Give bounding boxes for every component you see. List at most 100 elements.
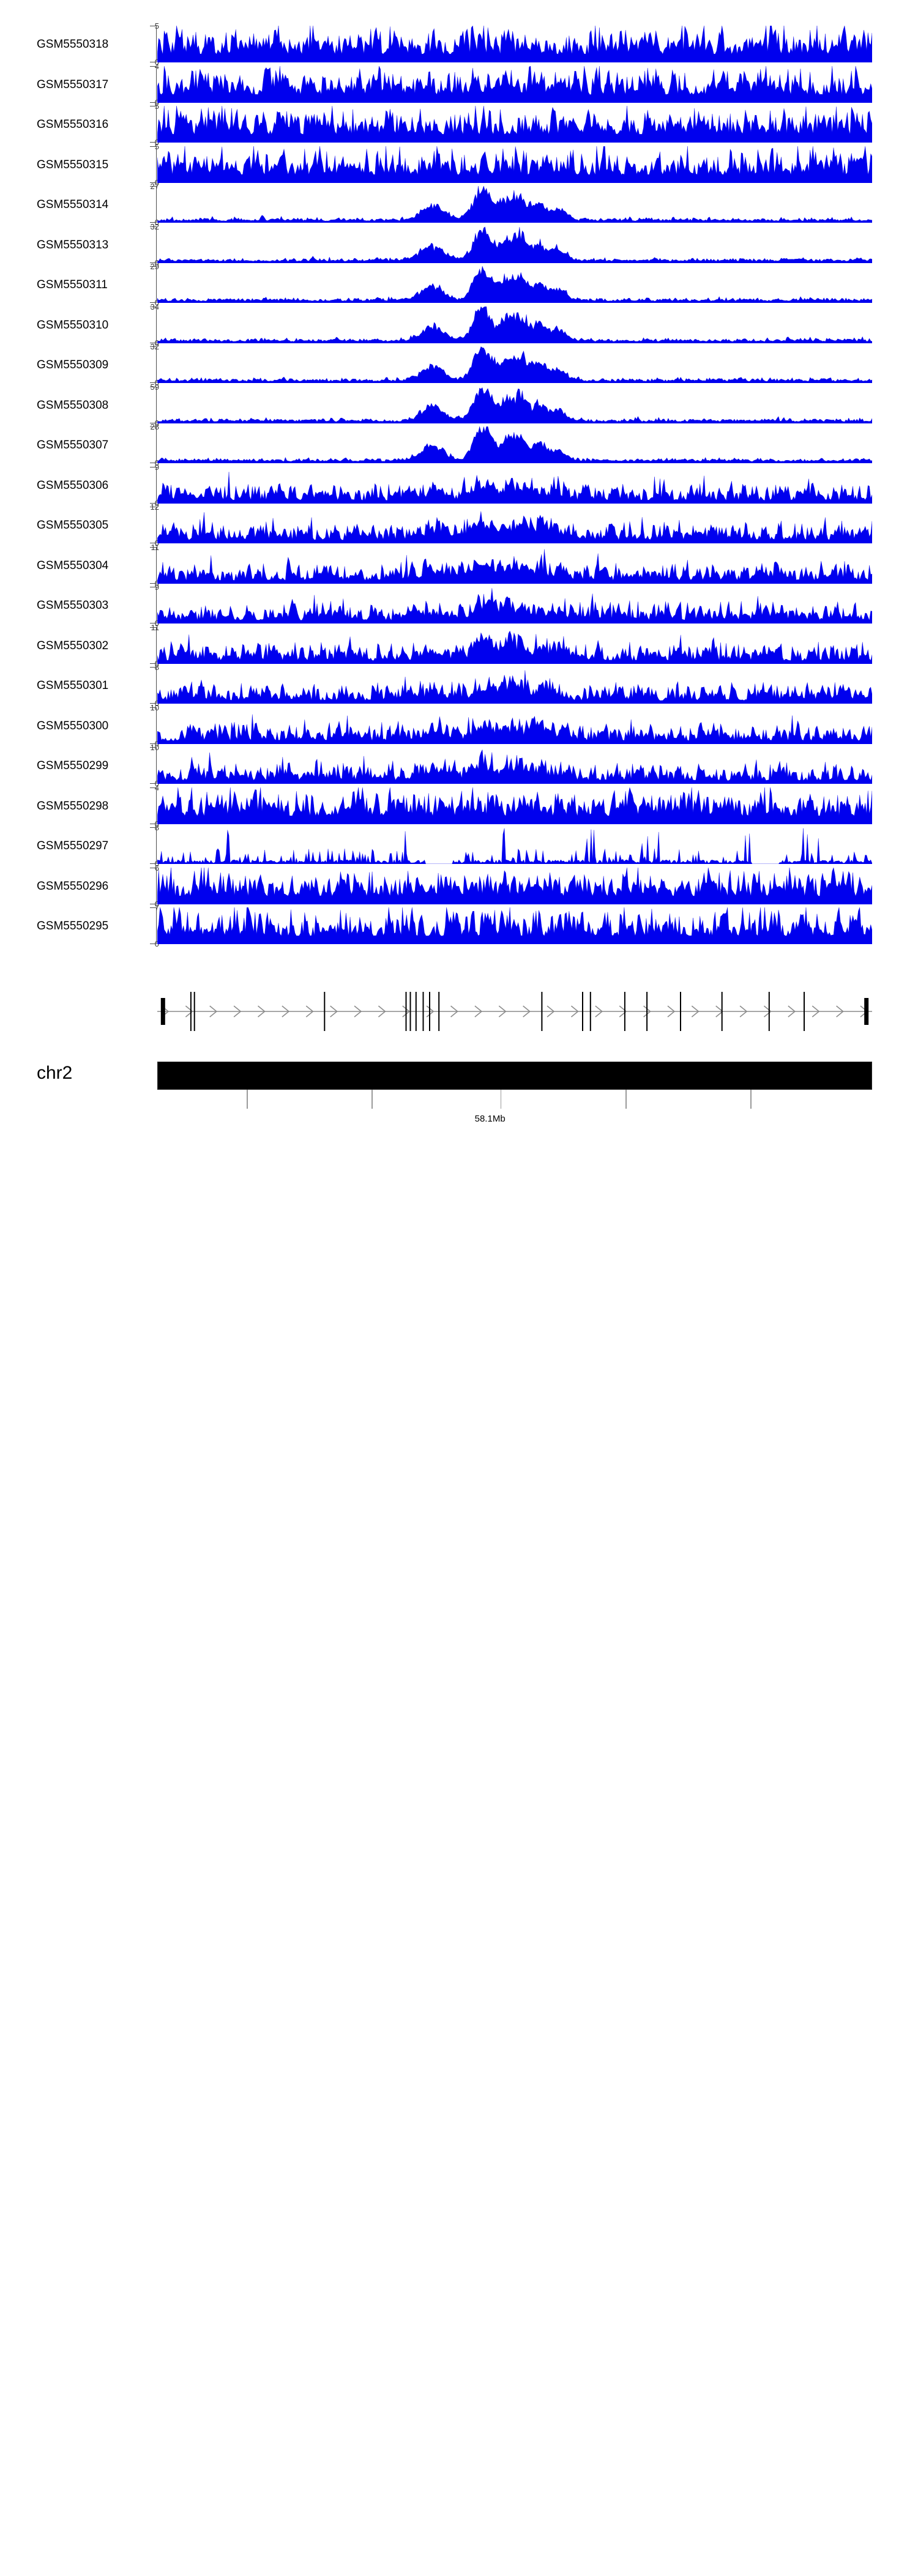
track-label: GSM5550309: [37, 359, 109, 371]
y-axis-tick-min: [150, 222, 157, 223]
y-axis-line: [156, 306, 157, 343]
track-label: GSM5550299: [37, 759, 109, 772]
track-label: GSM5550303: [37, 599, 109, 612]
coverage-plot[interactable]: [157, 667, 872, 704]
y-axis: 290: [120, 262, 159, 307]
coverage-plot[interactable]: [157, 226, 872, 263]
coverage-plot[interactable]: [157, 26, 872, 62]
y-axis-line: [156, 627, 157, 664]
track-label: GSM5550307: [37, 439, 109, 452]
y-axis-tick-max: [150, 146, 157, 147]
y-axis-tick-max: [150, 266, 157, 267]
coverage-track: GSM5550306 90: [0, 463, 918, 507]
y-axis: 340: [120, 303, 159, 347]
coverage-plot[interactable]: [157, 266, 872, 303]
y-axis-line: [156, 466, 157, 504]
coverage-track: GSM5550318 50: [0, 22, 918, 66]
y-axis: 40: [120, 784, 159, 828]
ruler-tick: [247, 1089, 248, 1109]
y-axis-tick-max: [150, 226, 157, 227]
track-label: GSM5550313: [37, 238, 109, 251]
y-axis-tick-min: [150, 102, 157, 103]
coverage-plot[interactable]: [157, 907, 872, 944]
coverage-plot[interactable]: [157, 306, 872, 343]
track-label: GSM5550295: [37, 920, 109, 932]
y-axis-tick-min: [150, 262, 157, 263]
coverage-plot[interactable]: [157, 346, 872, 383]
coverage-plot[interactable]: [157, 146, 872, 183]
coverage-plot[interactable]: [157, 827, 872, 864]
coverage-track: GSM5550313 320: [0, 223, 918, 267]
y-axis-tick-max: [150, 346, 157, 348]
y-axis-tick-max: [150, 186, 157, 187]
y-axis: 90: [120, 463, 159, 507]
coverage-plot[interactable]: [157, 106, 872, 143]
ruler-tick: [500, 1089, 502, 1109]
coverage-plot[interactable]: [157, 467, 872, 504]
y-axis: 110: [120, 543, 160, 587]
y-axis-tick-max: [150, 65, 157, 67]
track-label: GSM5550311: [37, 278, 108, 291]
gene-model-track[interactable]: [0, 983, 918, 1040]
coverage-plot[interactable]: [157, 867, 872, 904]
track-label: GSM5550305: [37, 519, 109, 532]
y-axis-tick-min: [150, 783, 157, 784]
coverage-plot[interactable]: [157, 707, 872, 744]
y-axis: 90: [120, 583, 159, 627]
coverage-plot[interactable]: [157, 507, 872, 543]
coverage-plot[interactable]: [157, 426, 872, 463]
y-axis: 270: [120, 182, 159, 226]
coverage-plot[interactable]: [157, 787, 872, 824]
y-axis-line: [156, 787, 157, 824]
y-axis-line: [156, 546, 157, 584]
coverage-plot[interactable]: [157, 747, 872, 784]
coverage-track: GSM5550316 50: [0, 102, 918, 146]
track-label: GSM5550314: [37, 198, 109, 211]
coverage-track: GSM5550308 590: [0, 383, 918, 427]
y-axis: 320: [120, 223, 159, 267]
y-axis-line: [156, 26, 157, 62]
coverage-track: GSM5550310 340: [0, 303, 918, 347]
y-axis-tick-min: [150, 302, 157, 303]
y-axis: 40: [120, 62, 159, 106]
track-label: GSM5550310: [37, 318, 109, 332]
coverage-track: GSM5550314 270: [0, 182, 918, 226]
y-axis: 70: [120, 904, 159, 948]
track-label: GSM5550306: [37, 478, 109, 492]
coverage-track: GSM5550311 290: [0, 262, 918, 307]
y-axis-line: [156, 426, 157, 463]
coverage-plot[interactable]: [157, 387, 872, 423]
coverage-plot[interactable]: [157, 587, 872, 624]
y-axis-line: [156, 507, 157, 543]
coverage-plot[interactable]: [157, 627, 872, 664]
y-axis-tick-min: [150, 863, 157, 865]
coverage-track: GSM5550301 80: [0, 663, 918, 707]
coverage-plot[interactable]: [157, 65, 872, 103]
y-axis-tick-max: [150, 546, 157, 548]
y-axis: 80: [120, 663, 159, 707]
y-axis-line: [156, 266, 157, 303]
coverage-plot[interactable]: [157, 547, 872, 584]
y-axis-tick-min: [150, 142, 157, 143]
y-axis-line: [156, 106, 157, 143]
y-axis-tick-max: [150, 787, 157, 788]
ruler-tick: [750, 1089, 752, 1109]
y-axis-line: [156, 146, 157, 183]
y-axis-tick-min: [150, 583, 157, 584]
y-axis: 100: [120, 743, 159, 787]
track-label: GSM5550301: [37, 679, 109, 692]
y-axis-line: [156, 747, 157, 784]
y-axis-line: [156, 587, 157, 624]
coverage-track: GSM5550303 90: [0, 583, 918, 627]
y-axis-line: [156, 907, 157, 944]
coverage-plot[interactable]: [157, 186, 872, 223]
y-axis-tick-min: [150, 382, 157, 384]
y-axis-tick-min: [150, 623, 157, 624]
ideogram-bar[interactable]: [157, 1061, 872, 1090]
y-axis-tick-max: [150, 747, 157, 748]
coverage-track: GSM5550317 40: [0, 62, 918, 106]
y-axis-line: [156, 867, 157, 904]
y-axis: 280: [120, 423, 159, 467]
y-axis-tick-min: [150, 663, 157, 664]
